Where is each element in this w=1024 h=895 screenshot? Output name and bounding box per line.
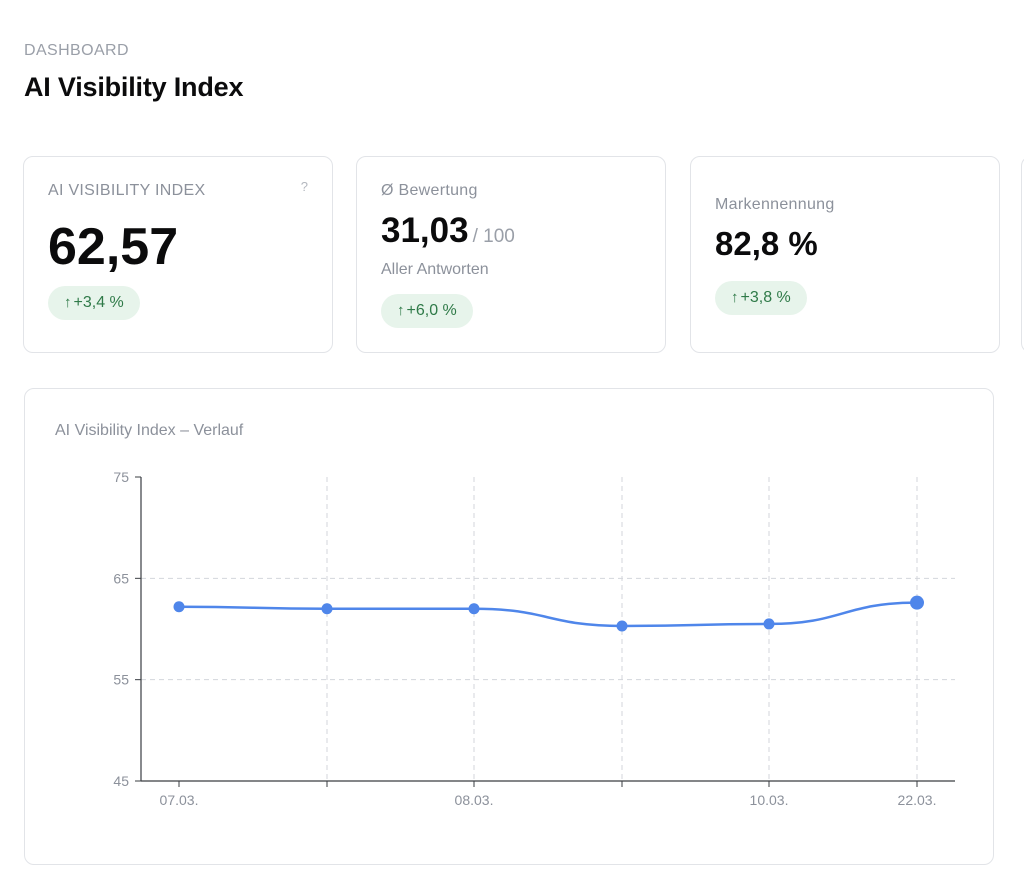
kpi-value: 82,8 % bbox=[715, 225, 818, 262]
trend-value: +3,4 % bbox=[73, 294, 124, 311]
x-tick-label: 22.03. bbox=[898, 792, 937, 808]
breadcrumb: DASHBOARD bbox=[24, 42, 129, 59]
question-icon[interactable]: ? bbox=[300, 179, 308, 194]
y-tick-label: 65 bbox=[113, 570, 129, 586]
trend-badge: ↑ +6,0 % bbox=[381, 294, 473, 328]
series-line bbox=[178, 601, 918, 628]
page-title: AI Visibility Index bbox=[24, 72, 244, 102]
kpi-value-max: / 100 bbox=[472, 226, 515, 247]
kpi-label: Ø Bewertung bbox=[381, 182, 478, 199]
data-point bbox=[763, 618, 775, 630]
y-tick-label: 45 bbox=[113, 773, 129, 789]
y-tick-label: 75 bbox=[113, 469, 129, 485]
page-header: DASHBOARD AI Visibility Index bbox=[24, 42, 243, 103]
kpi-value-row: 31,03/ 100 bbox=[381, 211, 515, 251]
kpi-subtext: Aller Antworten bbox=[381, 261, 489, 278]
kpi-value: 62,57 bbox=[48, 218, 179, 276]
line-chart: 45 55 65 75 07.03. 08.03. 10.03. 22.03. bbox=[113, 469, 955, 808]
chart-card: AI Visibility Index – Verlauf 45 55 65 75 07… bbox=[24, 388, 994, 865]
kpi-label: Markennennung bbox=[715, 196, 835, 213]
trend-badge: ↑ +3,4 % bbox=[48, 286, 140, 320]
kpi-value: 31,03 bbox=[381, 211, 469, 250]
arrow-up-icon: ↑ bbox=[397, 302, 405, 319]
kpi-label: AI VISIBILITY INDEX bbox=[48, 182, 206, 199]
data-point bbox=[468, 603, 480, 615]
data-point bbox=[173, 601, 185, 613]
kpi-card-visibility-index: AI VISIBILITY INDEX ? 62,57 ↑ +3,4 % bbox=[23, 156, 333, 353]
x-tick-label: 08.03. bbox=[455, 792, 494, 808]
data-point bbox=[616, 620, 628, 632]
trend-value: +6,0 % bbox=[406, 302, 457, 319]
data-point bbox=[910, 595, 924, 610]
chart-title: AI Visibility Index – Verlauf bbox=[55, 422, 244, 439]
trend-value: +3,8 % bbox=[740, 289, 791, 306]
data-point bbox=[321, 603, 333, 615]
x-tick-label: 07.03. bbox=[160, 792, 199, 808]
x-tick-label: 10.03. bbox=[750, 792, 789, 808]
arrow-up-icon: ↑ bbox=[731, 289, 739, 306]
kpi-card-rating: Ø Bewertung 31,03/ 100 Aller Antworten ↑… bbox=[356, 156, 666, 353]
trend-badge: ↑ +3,8 % bbox=[715, 281, 807, 315]
arrow-up-icon: ↑ bbox=[64, 294, 72, 311]
y-tick-label: 55 bbox=[113, 672, 129, 688]
kpi-card-brand-mentions: Markennennung 82,8 % ↑ +3,8 % bbox=[690, 156, 1000, 353]
